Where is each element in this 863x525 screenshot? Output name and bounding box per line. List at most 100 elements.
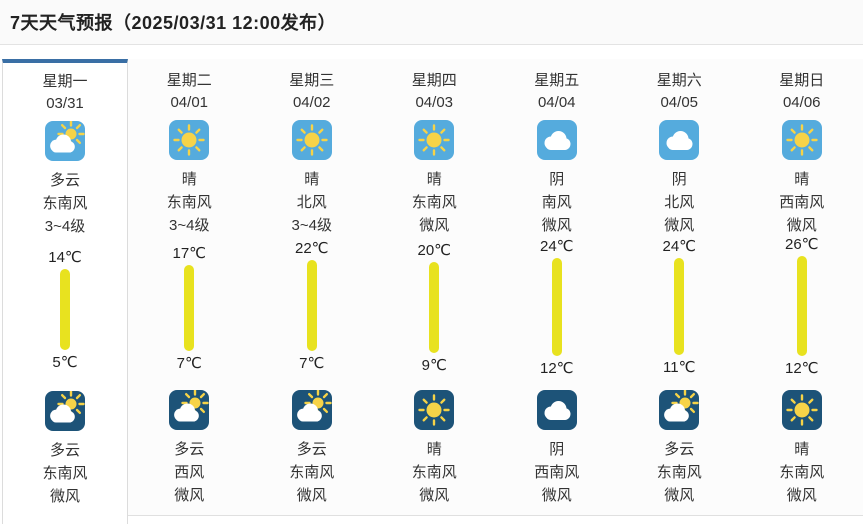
night-condition: 多云: [49, 442, 80, 459]
forecast-row: 星期一 03/31 多云 东南风 3~4级 14℃ 5℃ 多云 东南风 微风 星…: [0, 59, 863, 524]
night-wind-level: 微风: [296, 487, 327, 504]
night-wind-direction: 西风: [174, 464, 205, 481]
night-wind-level: 微风: [49, 488, 80, 505]
day-wind-direction: 东南风: [42, 195, 88, 212]
night-wind-level: 微风: [786, 487, 817, 504]
page-title: 7天天气预报（2025/03/31 12:00发布）: [10, 13, 337, 33]
night-weather-icon: [781, 390, 822, 430]
date-label: 04/01: [170, 94, 209, 111]
day-wind-level: 微风: [541, 217, 572, 234]
high-temp-label: 24℃: [662, 238, 697, 255]
temperature-range-chart: 20℃ 9℃: [373, 237, 496, 387]
day-column[interactable]: 星期三 04/02 晴 北风 3~4级 22℃ 7℃ 多云 东南风 微风: [251, 59, 374, 515]
high-temp-label: 26℃: [784, 236, 819, 253]
date-label: 04/03: [415, 94, 454, 111]
low-temp-label: 12℃: [784, 360, 819, 377]
day-wind-direction: 南风: [541, 194, 572, 211]
night-condition: 晴: [426, 441, 442, 458]
night-weather-icon: [414, 390, 455, 430]
temperature-range-chart: 24℃ 11℃: [618, 237, 741, 387]
night-condition: 多云: [296, 441, 327, 458]
day-weather-icon: [781, 120, 822, 160]
date-label: 04/06: [782, 94, 821, 111]
day-column[interactable]: 星期日 04/06 晴 西南风 微风 26℃ 12℃ 晴 东南风 微风: [741, 59, 863, 515]
day-weather-icon: [414, 120, 455, 160]
day-wind-level: 微风: [786, 217, 817, 234]
high-temp-label: 17℃: [172, 245, 207, 262]
temperature-range-chart: 24℃ 12℃: [496, 237, 619, 387]
day-column[interactable]: 星期二 04/01 晴 东南风 3~4级 17℃ 7℃ 多云 西风 微风: [128, 59, 251, 515]
temperature-bar: [551, 258, 562, 356]
day-condition: 晴: [794, 171, 810, 188]
day-weather-icon: [536, 120, 577, 160]
high-temp-label: 20℃: [417, 242, 452, 259]
date-label: 04/05: [660, 94, 699, 111]
date-label: 04/04: [537, 94, 576, 111]
temperature-bar: [60, 269, 70, 350]
night-condition: 阴: [549, 441, 565, 458]
day-wind-direction: 北风: [296, 194, 327, 211]
temperature-bar: [429, 262, 440, 353]
night-wind-level: 微风: [664, 487, 695, 504]
day-condition: 阴: [549, 171, 565, 188]
day-column[interactable]: 星期六 04/05 阴 北风 微风 24℃ 11℃ 多云 东南风 微风: [618, 59, 741, 515]
night-weather-icon: [536, 390, 577, 430]
low-temp-label: 7℃: [299, 355, 325, 372]
weekday-label: 星期六: [656, 72, 702, 89]
day-wind-direction: 西南风: [779, 194, 825, 211]
night-wind-direction: 东南风: [779, 464, 825, 481]
low-temp-label: 5℃: [52, 354, 78, 371]
day-weather-icon: [659, 120, 700, 160]
night-weather-icon: [291, 390, 332, 430]
day-condition: 多云: [49, 172, 80, 189]
temperature-range-chart: 26℃ 12℃: [741, 236, 863, 387]
header-bar: 7天天气预报（2025/03/31 12:00发布）: [0, 0, 863, 45]
day-wind-level: 微风: [419, 217, 450, 234]
weekday-label: 星期二: [166, 72, 212, 89]
day-wind-direction: 东南风: [166, 194, 212, 211]
night-weather-icon: [169, 390, 210, 430]
low-temp-label: 11℃: [663, 359, 696, 376]
high-temp-label: 24℃: [539, 238, 574, 255]
day-column[interactable]: 星期五 04/04 阴 南风 微风 24℃ 12℃ 阴 西南风 微风: [496, 59, 619, 515]
day-weather-icon: [45, 121, 85, 161]
night-wind-direction: 东南风: [289, 464, 335, 481]
date-label: 04/02: [292, 94, 331, 111]
date-label: 03/31: [46, 95, 84, 112]
forecast-panel: 星期二 04/01 晴 东南风 3~4级 17℃ 7℃ 多云 西风 微风 星期三…: [128, 59, 863, 516]
temperature-bar: [674, 258, 685, 355]
low-temp-label: 12℃: [539, 360, 574, 377]
temperature-range-chart: 14℃ 5℃: [3, 238, 127, 388]
low-temp-label: 9℃: [421, 357, 447, 374]
temperature-bar: [306, 260, 317, 351]
night-weather-icon: [45, 391, 85, 431]
weekday-label: 星期一: [42, 73, 88, 90]
night-wind-level: 微风: [174, 487, 205, 504]
temperature-range-chart: 22℃ 7℃: [251, 237, 374, 387]
night-condition: 多云: [174, 441, 205, 458]
weekday-label: 星期四: [411, 72, 457, 89]
weekday-label: 星期三: [289, 72, 335, 89]
day-wind-level: 3~4级: [44, 218, 86, 235]
day-wind-level: 3~4级: [169, 217, 210, 234]
day-column[interactable]: 星期四 04/03 晴 东南风 微风 20℃ 9℃ 晴 东南风 微风: [373, 59, 496, 515]
weekday-label: 星期日: [779, 72, 825, 89]
night-condition: 晴: [794, 441, 810, 458]
temperature-bar: [796, 256, 807, 356]
day-condition: 晴: [304, 171, 320, 188]
day-condition: 晴: [426, 171, 442, 188]
day-wind-level: 微风: [664, 217, 695, 234]
night-wind-direction: 东南风: [411, 464, 457, 481]
day-wind-direction: 北风: [664, 194, 695, 211]
day-condition: 阴: [671, 171, 687, 188]
night-condition: 多云: [664, 441, 695, 458]
night-weather-icon: [659, 390, 700, 430]
day-wind-level: 3~4级: [291, 217, 332, 234]
temperature-bar: [184, 265, 195, 351]
temperature-range-chart: 17℃ 7℃: [128, 237, 251, 387]
high-temp-label: 14℃: [48, 249, 82, 266]
day-weather-icon: [291, 120, 332, 160]
night-wind-direction: 东南风: [42, 465, 88, 482]
weekday-label: 星期五: [534, 72, 580, 89]
day-column[interactable]: 星期一 03/31 多云 东南风 3~4级 14℃ 5℃ 多云 东南风 微风: [2, 59, 128, 524]
